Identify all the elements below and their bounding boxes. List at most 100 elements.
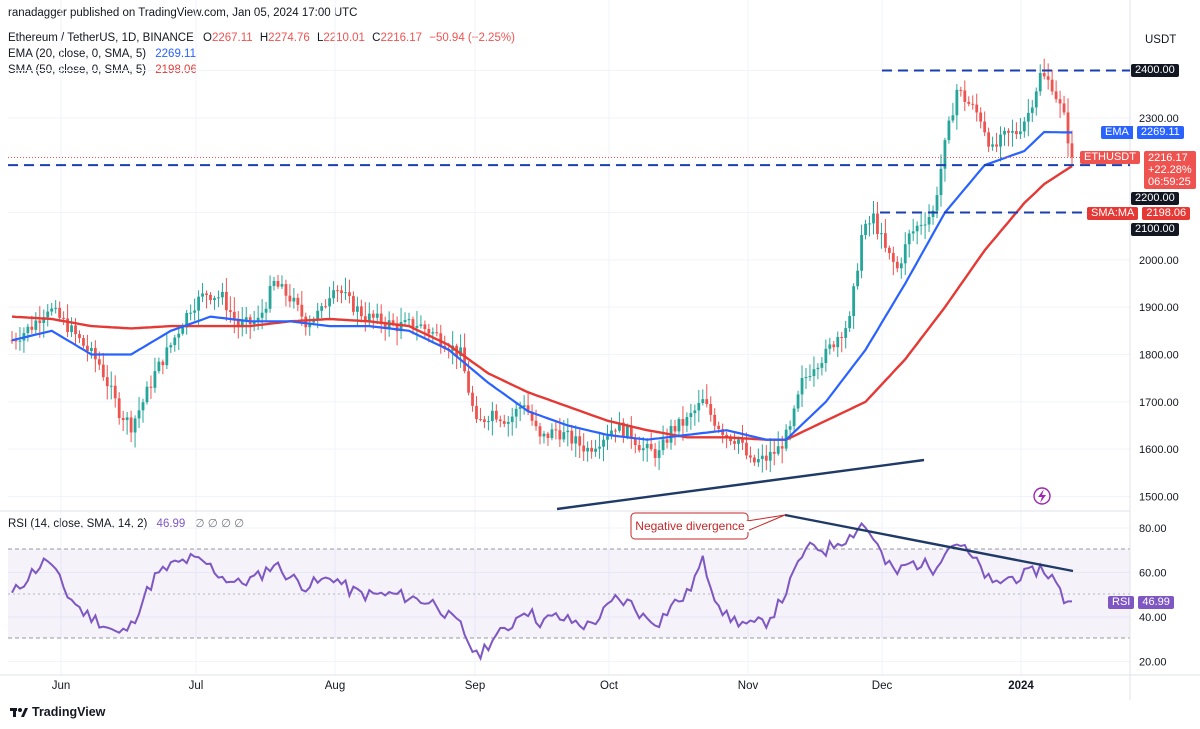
- month-tick: Oct: [600, 680, 619, 692]
- candle: [621, 418, 625, 443]
- candle: [653, 442, 657, 467]
- candle: [403, 312, 407, 326]
- candles: [10, 58, 1074, 473]
- candle: [205, 290, 208, 309]
- candle: [808, 364, 812, 381]
- rsi-legend-extra: ∅ ∅ ∅ ∅: [194, 518, 245, 530]
- candle: [891, 246, 895, 276]
- publisher-line: ranadagger published on TradingView.com,…: [8, 7, 358, 19]
- candle: [217, 290, 220, 308]
- price-axis[interactable]: 2300.00 2000.00 1900.00 1800.00 1700.00 1600.…: [1139, 113, 1179, 669]
- p2200-badge: 2200.00: [1131, 192, 1179, 205]
- candle: [931, 205, 935, 225]
- candle: [550, 423, 554, 441]
- candle: [943, 137, 947, 182]
- candle: [629, 416, 633, 449]
- divergence-label: Negative divergence: [635, 519, 745, 533]
- ohlc-l-label: L: [316, 32, 324, 44]
- candle: [169, 342, 173, 354]
- candle: [14, 332, 18, 350]
- candle: [58, 301, 62, 322]
- rising-trendline[interactable]: [556, 458, 925, 511]
- candle: [288, 284, 292, 308]
- ema-legend[interactable]: EMA (20, close, 0, SMA, 5) 2269.11: [8, 47, 196, 61]
- lightning-icon[interactable]: [1033, 487, 1051, 505]
- candle: [10, 330, 14, 344]
- rsi-tick: 80.00: [1139, 523, 1167, 535]
- candle: [352, 291, 355, 316]
- candle: [189, 304, 193, 321]
- candle: [709, 396, 713, 422]
- candle: [1034, 87, 1038, 116]
- p2100-badge: 2100.00: [1131, 223, 1179, 236]
- ethusdt-badge-label: ETHUSDT: [1080, 151, 1140, 164]
- candle: [459, 334, 463, 368]
- tradingview-logo-icon: [10, 708, 28, 717]
- divergence-annotation[interactable]: Negative divergence: [630, 512, 786, 540]
- candle: [991, 136, 994, 151]
- candle: [665, 428, 669, 449]
- rsi-divergence-line[interactable]: [784, 513, 1074, 573]
- candle: [487, 415, 490, 431]
- rsi-legend[interactable]: RSI (14, close, SMA, 14, 2) 46.99 ∅ ∅ ∅ …: [8, 517, 244, 531]
- candle: [82, 335, 85, 349]
- time-axis[interactable]: Jun Jul Aug Sep Oct Nov Dec 2024: [52, 680, 1035, 692]
- candle: [479, 407, 482, 422]
- candle: [1007, 128, 1010, 147]
- candle: [661, 425, 665, 456]
- candle: [161, 359, 165, 375]
- candle: [70, 317, 73, 338]
- candle: [959, 86, 963, 97]
- candle: [1030, 100, 1034, 122]
- candle: [1066, 98, 1070, 157]
- candle: [590, 440, 594, 459]
- candle: [1011, 119, 1014, 147]
- candle: [502, 414, 506, 428]
- tradingview-logo[interactable]: TradingView: [10, 705, 105, 719]
- candle: [1026, 99, 1030, 137]
- candle: [764, 445, 768, 471]
- candle: [193, 298, 197, 321]
- candle: [848, 311, 852, 332]
- month-tick: Sep: [465, 680, 485, 692]
- candle: [90, 341, 93, 359]
- tradingview-brand: TradingView: [32, 705, 106, 719]
- rsi-tick: 60.00: [1139, 568, 1167, 580]
- candle: [975, 93, 979, 122]
- sma-badge-label: SMA:MA: [1087, 207, 1139, 220]
- ema20-line: [11, 130, 1073, 441]
- candle: [201, 283, 204, 303]
- candle: [157, 357, 161, 374]
- candle: [280, 275, 284, 290]
- candle: [209, 292, 212, 305]
- candle: [399, 307, 403, 340]
- candle: [236, 311, 240, 339]
- candle: [772, 438, 776, 466]
- candle: [510, 407, 514, 436]
- ema-legend-value: 2269.11: [155, 48, 196, 60]
- candle: [951, 102, 955, 123]
- candle: [407, 312, 411, 326]
- candle: [340, 285, 343, 304]
- candle: [1003, 127, 1006, 146]
- candle: [927, 204, 931, 232]
- candle: [963, 80, 967, 111]
- candle: [745, 432, 748, 460]
- candle: [737, 436, 740, 454]
- ohlc-c-value: 2216.17: [380, 32, 423, 44]
- candle: [320, 302, 324, 319]
- candle: [264, 301, 268, 321]
- ethusdt-badge: ETHUSDT 2216.17 +22.28% 06:59:25: [1080, 151, 1196, 189]
- price-tick: 2000.00: [1139, 255, 1179, 267]
- currency-label[interactable]: USDT: [1145, 34, 1177, 46]
- month-tick: Nov: [738, 680, 759, 692]
- candle: [50, 302, 54, 316]
- candle: [752, 454, 756, 466]
- candle: [185, 309, 189, 335]
- candle: [864, 219, 867, 240]
- candle: [947, 116, 951, 144]
- candle: [911, 218, 915, 241]
- candle: [93, 340, 97, 373]
- symbol-name[interactable]: Ethereum / TetherUS, 1D, BINANCE: [8, 32, 194, 44]
